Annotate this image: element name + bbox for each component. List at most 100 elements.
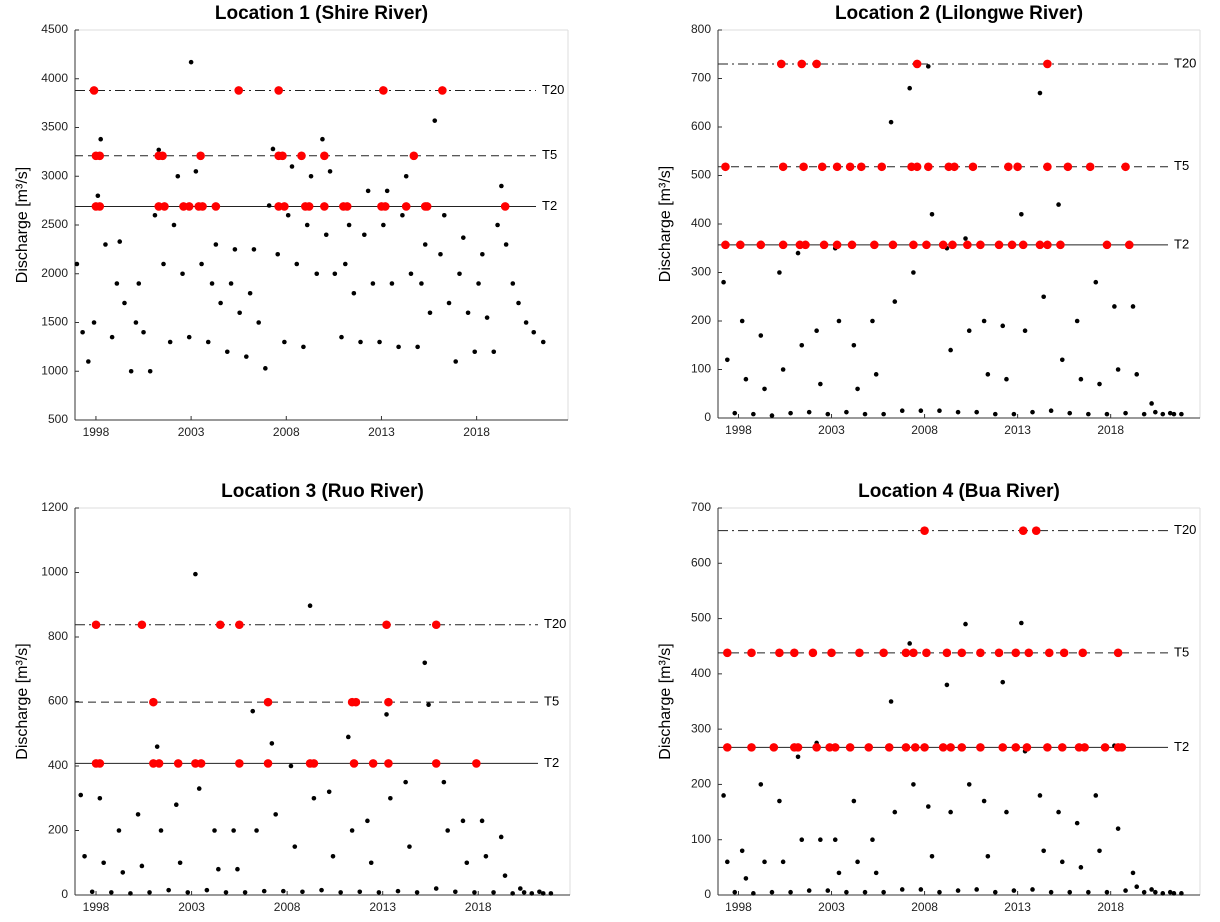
exceedance-point [721, 162, 730, 172]
discharge-point [114, 281, 120, 286]
discharge-point [314, 271, 320, 277]
discharge-point [304, 222, 310, 228]
discharge-point [109, 890, 114, 895]
x-tick-label: 2008 [911, 900, 938, 914]
discharge-point [1093, 279, 1099, 285]
discharge-point [147, 890, 152, 895]
exceedance-point [431, 759, 441, 768]
discharge-point [1048, 889, 1054, 895]
exceedance-point [137, 620, 147, 630]
exceedance-point [942, 648, 952, 658]
x-tick-label: 1998 [83, 900, 110, 914]
y-tick-label: 1000 [41, 565, 68, 579]
exceedance-point [382, 620, 391, 630]
discharge-point [911, 270, 916, 275]
exceedance-point [1057, 743, 1067, 752]
exceedance-point [790, 648, 799, 658]
discharge-point [358, 339, 363, 345]
exceedance-point [847, 240, 857, 250]
discharge-point [256, 320, 261, 325]
discharge-point [825, 888, 831, 893]
discharge-point [282, 339, 287, 345]
exceedance-point [438, 86, 447, 95]
exceedance-point [832, 240, 842, 250]
threshold-label: T2 [544, 755, 559, 770]
exceedance-point [901, 743, 911, 752]
y-tick-label: 300 [691, 265, 711, 279]
discharge-point [403, 173, 409, 179]
y-tick-label: 400 [48, 758, 68, 772]
discharge-point [223, 890, 229, 895]
discharge-point [836, 318, 842, 324]
discharge-point [1130, 870, 1136, 876]
exceedance-point [379, 86, 388, 95]
discharge-point [133, 320, 139, 325]
exceedance-point [1124, 240, 1134, 250]
exceedance-point [1059, 648, 1069, 658]
exceedance-point [422, 202, 432, 211]
exceedance-point [1043, 162, 1052, 172]
discharge-point [521, 890, 527, 895]
discharge-point [1097, 381, 1102, 387]
y-tick-label: 300 [691, 721, 711, 735]
x-tick-label: 2008 [273, 425, 300, 439]
discharge-point [1030, 887, 1035, 892]
discharge-point [1160, 891, 1166, 896]
exceedance-point [1018, 240, 1028, 250]
discharge-point [281, 888, 286, 894]
exceedance-point [950, 162, 959, 172]
exceedance-point [380, 202, 390, 211]
x-tick-label: 2003 [818, 900, 845, 914]
discharge-point [531, 329, 537, 335]
discharge-point [911, 782, 916, 787]
exceedance-point [1063, 162, 1073, 172]
exceedance-point [817, 162, 827, 172]
discharge-point [414, 890, 420, 895]
discharge-point [814, 328, 819, 334]
discharge-point [498, 834, 504, 840]
exceedance-point [234, 86, 243, 95]
exceedance-point [808, 648, 818, 658]
discharge-point [925, 804, 931, 809]
x-tick-label: 1998 [725, 423, 752, 437]
discharge-point [175, 173, 181, 179]
exceedance-point [196, 759, 206, 768]
discharge-point [98, 136, 103, 142]
discharge-point [907, 641, 912, 646]
discharge-point [483, 854, 489, 859]
x-tick-label: 1998 [83, 425, 110, 439]
discharge-point [388, 795, 393, 801]
discharge-point [992, 889, 998, 895]
exceedance-point [235, 620, 244, 630]
discharge-point [799, 342, 805, 348]
discharge-point [441, 779, 447, 785]
exceedance-point [198, 202, 207, 211]
exceedance-point [879, 648, 888, 658]
y-tick-label: 100 [691, 832, 711, 846]
x-tick-label: 2003 [178, 425, 205, 439]
exceedance-point [1007, 240, 1017, 250]
discharge-point [955, 409, 961, 415]
discharge-point [147, 368, 153, 374]
x-tick-label: 2018 [463, 425, 490, 439]
discharge-point [228, 281, 234, 286]
discharge-point [247, 290, 253, 296]
discharge-point [199, 261, 204, 267]
discharge-point [224, 349, 230, 355]
discharge-point [139, 863, 145, 869]
discharge-point [288, 763, 294, 769]
panel: Location 1 (Shire River) Discharge [m³/s]… [14, 3, 569, 439]
discharge-point [491, 890, 496, 895]
discharge-point [1160, 411, 1166, 417]
threshold-label: T2 [1174, 236, 1189, 251]
exceedance-point [775, 648, 784, 658]
discharge-point [158, 828, 164, 833]
discharge-point [929, 212, 935, 217]
discharge-point [78, 792, 84, 798]
y-tick-label: 500 [691, 168, 711, 182]
discharge-point [82, 854, 87, 859]
exceedance-point [910, 743, 920, 752]
discharge-point [873, 372, 879, 377]
discharge-point [235, 866, 240, 872]
exceedance-point [920, 526, 929, 535]
